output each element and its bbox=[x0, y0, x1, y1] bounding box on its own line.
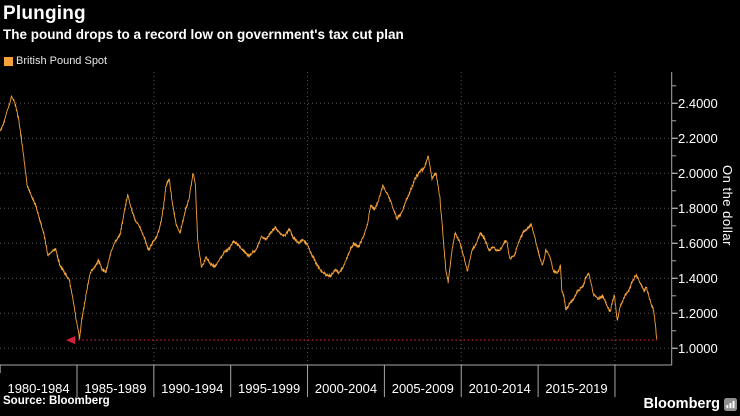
x-tick-label: 2015-2019 bbox=[545, 381, 608, 396]
y-tick-label: 1.4000 bbox=[678, 270, 718, 286]
bloomberg-logo: Bloomberg bbox=[643, 396, 737, 412]
chart-title: Plunging bbox=[3, 3, 86, 24]
bloomberg-wordmark: Bloomberg bbox=[643, 396, 720, 412]
legend-swatch-icon bbox=[4, 56, 13, 66]
x-tick-label: 1985-1989 bbox=[84, 381, 147, 396]
y-tick-label: 2.0000 bbox=[678, 165, 718, 181]
x-tick-label: 1990-1994 bbox=[161, 381, 224, 396]
bar-chart-icon bbox=[724, 397, 737, 411]
y-tick-label: 2.4000 bbox=[678, 95, 718, 111]
y-tick-label: 2.2000 bbox=[678, 130, 718, 146]
x-tick-label: 2005-2009 bbox=[391, 381, 454, 396]
legend: British Pound Spot bbox=[4, 55, 107, 67]
y-tick-label: 1.2000 bbox=[678, 305, 718, 321]
record-low-arrow-icon bbox=[66, 336, 75, 345]
y-tick-label: 1.6000 bbox=[678, 235, 718, 251]
y-axis-title: On the dollar bbox=[720, 165, 735, 246]
legend-label: British Pound Spot bbox=[16, 55, 108, 67]
source-note: Source: Bloomberg bbox=[3, 395, 110, 407]
y-tick-label: 1.0000 bbox=[678, 340, 718, 356]
x-tick-label: 2000-2004 bbox=[314, 381, 378, 396]
x-tick-label: 1980-1984 bbox=[7, 381, 70, 396]
x-tick-label: 1995-1999 bbox=[238, 381, 301, 396]
price-line bbox=[0, 94, 658, 340]
x-tick-label: 2010-2014 bbox=[468, 381, 531, 396]
chart-subtitle: The pound drops to a record low on gover… bbox=[3, 27, 404, 42]
y-tick-label: 1.8000 bbox=[678, 200, 718, 216]
